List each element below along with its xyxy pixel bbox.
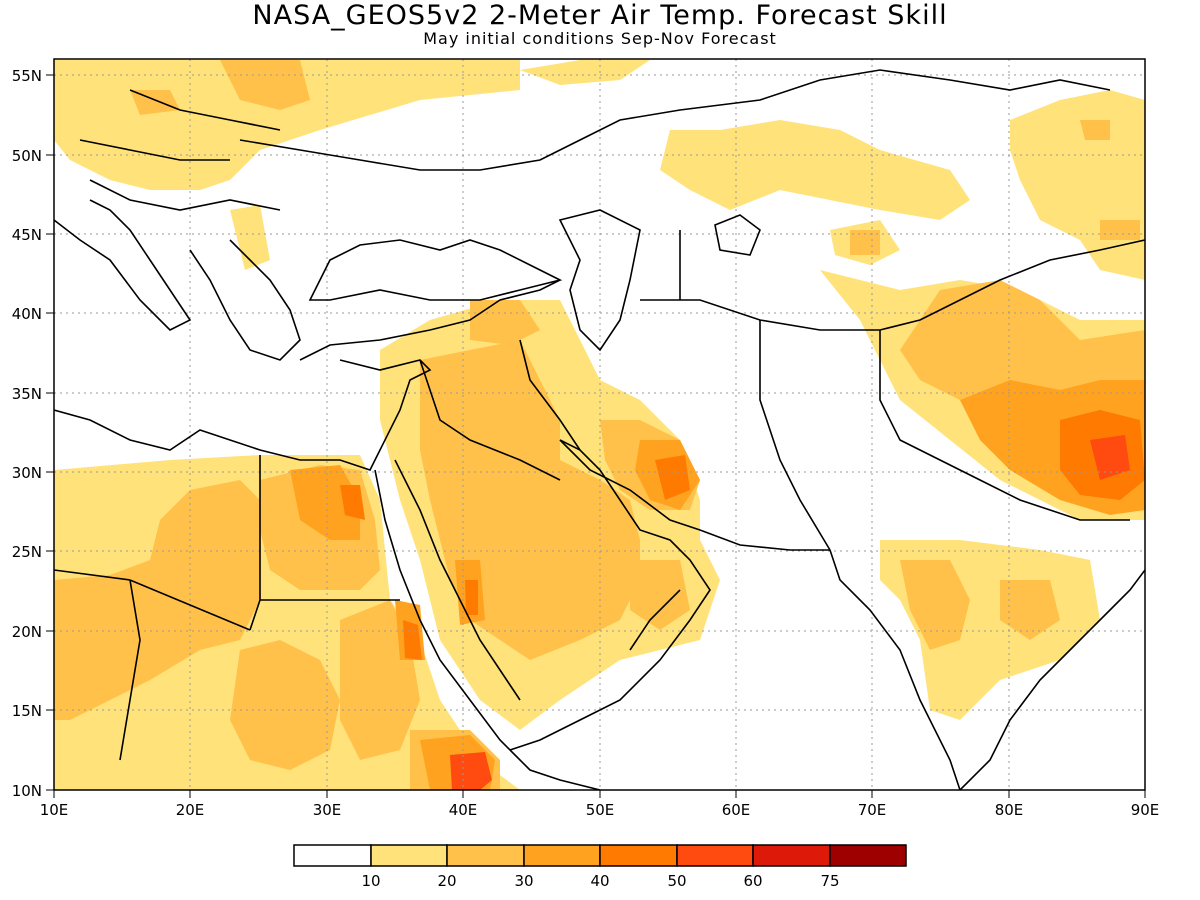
legend-label: 40 — [590, 872, 609, 890]
y-tick-label: 10N — [12, 782, 42, 800]
legend-label: 60 — [743, 872, 762, 890]
legend-swatch — [446, 844, 525, 867]
y-tick-label: 30N — [12, 464, 42, 482]
legend-label: 75 — [820, 872, 839, 890]
x-tick-label: 60E — [722, 801, 751, 819]
x-tick-label: 80E — [995, 801, 1024, 819]
skill-shading — [54, 60, 1145, 790]
legend-swatch — [293, 844, 372, 867]
y-tick-label: 25N — [12, 543, 42, 561]
legend-label: 50 — [667, 872, 686, 890]
y-tick-label: 45N — [12, 226, 42, 244]
x-tick-label: 30E — [313, 801, 342, 819]
x-tick-labels: 10E 20E 30E 40E 50E 60E 70E 80E 90E — [40, 801, 1160, 819]
legend-swatch — [752, 844, 831, 867]
y-tick-label: 15N — [12, 702, 42, 720]
x-tick-label: 10E — [40, 801, 69, 819]
x-tick-label: 70E — [858, 801, 887, 819]
y-tick-labels: 10N 15N 20N 25N 30N 35N 40N 45N 50N 55N — [12, 67, 42, 800]
x-tick-label: 50E — [586, 801, 615, 819]
legend-swatch — [523, 844, 601, 867]
coastlines — [54, 69, 1145, 790]
y-tick-label: 20N — [12, 623, 42, 641]
y-tick-label: 50N — [12, 147, 42, 165]
y-tick-label: 40N — [12, 305, 42, 323]
legend-swatch — [599, 844, 678, 867]
legend-label: 30 — [514, 872, 533, 890]
x-tick-label: 40E — [449, 801, 478, 819]
x-tick-label: 20E — [176, 801, 205, 819]
y-tick-label: 35N — [12, 385, 42, 403]
chart-title: NASA_GEOS5v2 2-Meter Air Temp. Forecast … — [252, 0, 948, 31]
legend-swatch — [676, 844, 754, 867]
legend-swatch — [829, 844, 907, 867]
gridlines — [54, 59, 1145, 790]
color-legend: 10 20 30 40 50 60 75 — [293, 844, 907, 890]
chart-subtitle: May initial conditions Sep-Nov Forecast — [423, 29, 777, 48]
x-tick-label: 90E — [1131, 801, 1160, 819]
tick-marks — [46, 74, 1146, 798]
legend-swatch — [370, 844, 448, 867]
y-tick-label: 55N — [12, 67, 42, 85]
legend-label: 10 — [361, 872, 380, 890]
legend-label: 20 — [437, 872, 456, 890]
